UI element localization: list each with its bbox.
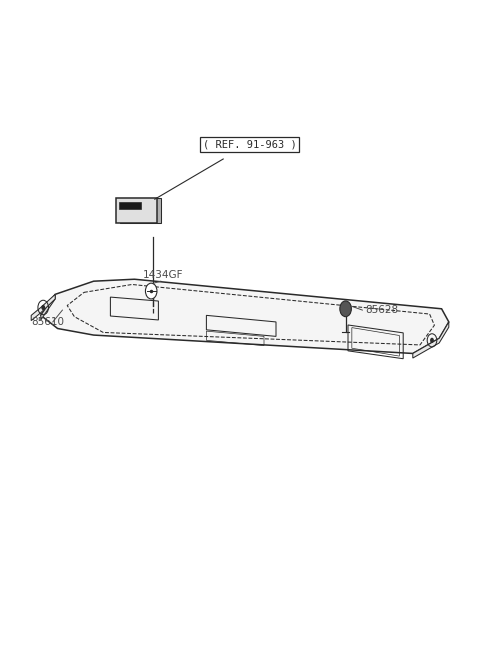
Polygon shape — [41, 279, 449, 353]
Text: 1434GF: 1434GF — [143, 269, 183, 280]
Text: 85610: 85610 — [31, 317, 64, 327]
Polygon shape — [119, 202, 141, 209]
Circle shape — [41, 305, 45, 310]
Polygon shape — [413, 322, 449, 358]
Circle shape — [145, 283, 157, 299]
Polygon shape — [31, 294, 55, 321]
Polygon shape — [116, 198, 157, 223]
Circle shape — [430, 338, 434, 343]
Text: ( REF. 91-963 ): ( REF. 91-963 ) — [203, 139, 297, 150]
Polygon shape — [120, 198, 161, 223]
Text: 85628: 85628 — [365, 305, 398, 315]
Circle shape — [340, 301, 351, 317]
Polygon shape — [41, 294, 55, 320]
